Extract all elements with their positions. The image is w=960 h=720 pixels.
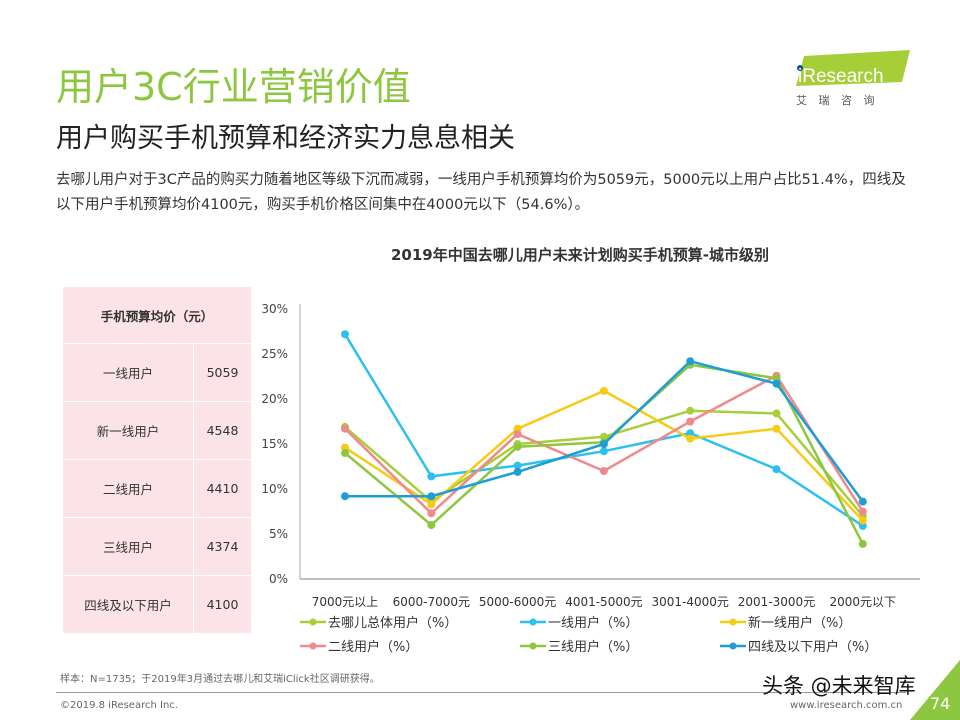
legend-label: 四线及以下用户（%） [748,640,878,655]
legend-marker-icon [520,618,546,625]
data-point [599,467,608,475]
iresearch-logo: iResearch 艾 瑞 咨 询 [792,48,912,108]
website: www.iresearch.com.cn [790,700,903,711]
table-row: 二线用户 4410 [62,459,252,518]
data-point [341,492,349,501]
legend-item: 二线用户（%） [300,636,418,655]
legend-item: 去哪儿总体用户（%） [300,612,457,631]
legend-label: 二线用户（%） [328,640,419,655]
row-label: 二线用户 [62,459,194,518]
x-tick-label: 5000-6000元 [479,595,556,609]
y-tick-label: 25% [261,347,288,361]
row-label: 新一线用户 [62,401,194,460]
data-point [427,500,436,509]
data-point [513,442,522,451]
x-tick-label: 2000元以下 [830,595,897,609]
page-title: 用户3C行业营销价值 [56,65,411,109]
series-line-5 [345,359,864,503]
data-point [686,406,695,415]
data-point [599,447,608,456]
data-point [858,516,867,525]
data-point [427,472,436,481]
sample-note: 样本：N=1735；于2019年3月通过去哪儿和艾瑞iClick社区调研获得。 [60,674,380,685]
table-row: 三线用户 4374 [62,517,252,576]
data-point [772,379,781,388]
row-value: 4374 [193,517,252,576]
y-tick-label: 5% [269,527,288,541]
y-tick-label: 15% [261,437,288,451]
legend-item: 新一线用户（%） [720,612,851,631]
data-point [513,430,522,439]
legend-marker-icon [300,642,326,649]
data-point [686,434,695,443]
data-point [427,509,436,518]
page-corner-triangle [910,660,960,720]
logo-cn: 艾 瑞 咨 询 [796,93,879,107]
table-row: 四线及以下用户 4100 [62,575,252,634]
data-point [772,465,781,474]
footer-divider [56,692,906,693]
row-value: 4548 [193,401,252,460]
y-tick-label: 10% [261,482,288,496]
legend-item: 一线用户（%） [520,612,638,631]
data-point [858,539,867,548]
data-point [772,409,781,418]
chart-title: 2019年中国去哪儿用户未来计划购买手机预算-城市级别 [391,246,769,264]
legend-label: 新一线用户（%） [748,616,852,631]
table-header: 手机预算均价（元） [62,286,252,344]
x-tick-label: 2001-3000元 [738,595,815,609]
x-tick-label: 7000元以上 [312,595,379,609]
data-point [858,497,867,506]
data-point [772,424,781,433]
description: 去哪儿用户对于3C产品的购买力随着地区等级下沉而减弱，一线用户手机预算均价为50… [56,172,906,213]
legend-label: 三线用户（%） [548,640,639,655]
data-point [599,386,608,395]
data-point [341,424,349,433]
data-point [513,461,522,470]
legend-item: 三线用户（%） [520,636,638,655]
legend-marker-icon [300,618,326,625]
legend-marker-icon [520,642,546,649]
data-point [513,467,522,476]
page-number: 74 [930,694,951,713]
row-label: 四线及以下用户 [62,575,194,634]
legend-marker-icon [720,618,746,625]
x-tick-label: 6000-7000元 [393,595,470,609]
row-value: 4410 [193,459,252,518]
table-row: 新一线用户 4548 [62,401,252,460]
data-point [341,449,349,457]
legend-label: 去哪儿总体用户（%） [328,616,458,631]
legend-marker-icon [720,642,746,649]
y-tick-label: 20% [261,392,288,406]
data-point [427,521,436,529]
x-tick-label: 4001-5000元 [565,595,642,609]
legend-item: 四线及以下用户（%） [720,636,877,655]
page-subtitle: 用户购买手机预算和经济实力息息相关 [56,123,515,154]
data-point [599,440,608,448]
y-tick-label: 30% [261,302,288,316]
data-point [858,507,867,516]
row-value: 4100 [193,575,252,634]
logo-text: iResearch [798,66,884,87]
legend-label: 一线用户（%） [548,616,639,631]
data-point [686,357,695,366]
data-point [341,330,349,339]
budget-table: 手机预算均价（元） 一线用户 5059 新一线用户 4548 二线用户 4410 三线… [62,286,252,634]
watermark: 头条 @未来智库 [762,674,916,698]
data-point [427,492,436,501]
table-row: 一线用户 5059 [62,343,252,402]
x-tick-label: 3001-4000元 [651,595,728,609]
y-tick-label: 0% [269,572,288,586]
series-line-2 [344,389,864,522]
row-label: 一线用户 [62,343,194,402]
copyright: ©2019.8 iResearch Inc. [60,700,178,711]
row-label: 三线用户 [62,517,194,576]
data-point [686,417,695,426]
